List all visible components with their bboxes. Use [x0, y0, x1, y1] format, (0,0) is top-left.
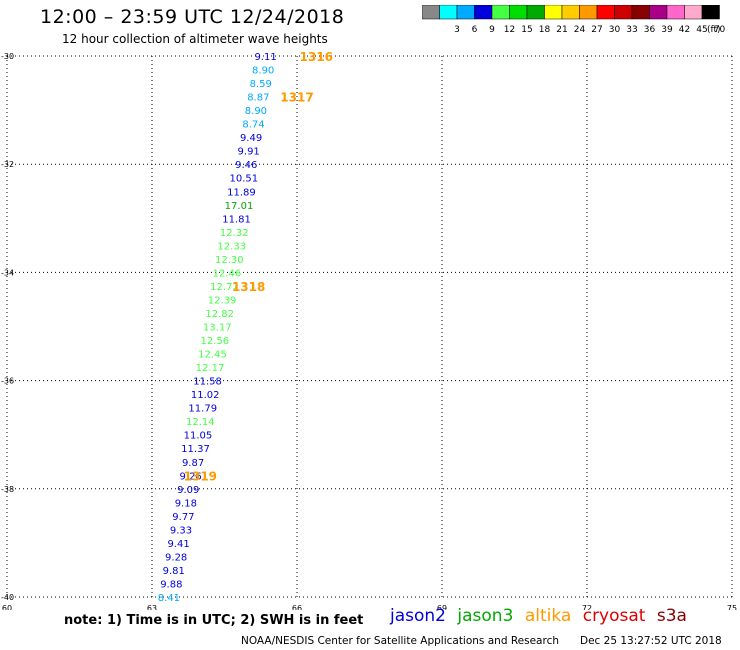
y-tick-label: -32: [1, 160, 14, 169]
legend-altika: altika: [524, 606, 572, 626]
scale-swatch: [701, 5, 720, 20]
swh-data-label: 9.91: [238, 147, 260, 158]
note-text: note: 1) Time is in UTC; 2) SWH is in fe…: [64, 613, 364, 628]
swh-data-label: 12.14: [186, 417, 215, 428]
y-tick-label: -40: [1, 593, 14, 602]
swh-data-label: 11.89: [227, 187, 256, 198]
x-tick-label: 63: [147, 604, 157, 610]
wave-height-plot: 60 63 66 69 72 75 -30 -32 -34 -36 -38 -40 9.11 8.90 8.…: [1, 50, 737, 610]
swh-data-label: 11.05: [184, 431, 213, 442]
scale-label: 27: [591, 25, 602, 35]
swh-data-label: 8.90: [245, 106, 267, 117]
swh-data-label: 9.26: [180, 471, 202, 482]
orbit-number-label: 1319: [184, 469, 217, 483]
x-tick-label: 75: [727, 604, 737, 610]
orbit-number-label: 1318: [232, 280, 265, 294]
color-scale-bar: 3 6 9 12 15 18 21 24 27 30 33 36 39 42 45 70(ft): [422, 5, 726, 35]
swh-data-label: 11.81: [222, 214, 251, 225]
satellite-legend: jason2 jason3 altika cryosat s3a: [390, 606, 693, 626]
scale-label: 30: [609, 25, 621, 35]
scale-label: 15: [521, 25, 532, 35]
x-tick-label: 66: [292, 604, 302, 610]
swh-data-label: 12.72: [210, 282, 239, 293]
orbit-number-label: 1317: [280, 91, 313, 105]
swh-data-label: 9.18: [175, 498, 197, 509]
swh-data-label: 9.49: [240, 133, 262, 144]
swh-data-label: 11.79: [188, 404, 217, 415]
swh-data-label: 12.30: [215, 255, 244, 266]
scale-label: 12: [504, 25, 515, 35]
swh-data-label: 12.32: [220, 228, 249, 239]
swh-data-label: 9.46: [235, 160, 257, 171]
swh-data-label: 11.37: [181, 444, 210, 455]
chart-subtitle: 12 hour collection of altimeter wave hei…: [62, 32, 328, 46]
swh-data-label: 9.81: [163, 566, 185, 577]
swh-data-label: 8.59: [250, 79, 272, 90]
swh-data-label: 10.51: [230, 174, 259, 185]
swh-data-label: 11.02: [191, 390, 220, 401]
swh-data-label: 9.88: [160, 579, 182, 590]
swh-data-label: 12.82: [205, 309, 234, 320]
swh-data-label: 11.58: [193, 377, 222, 388]
scale-label: 33: [626, 25, 637, 35]
swh-data-label: 17.01: [225, 201, 254, 212]
scale-label: 70: [714, 25, 726, 35]
scale-label: 24: [574, 25, 586, 35]
scale-label: 45: [696, 25, 707, 35]
legend-jason2: jason2: [390, 606, 446, 626]
swh-data-label: 9.11: [254, 52, 276, 63]
swh-data-label: 8.74: [242, 120, 264, 131]
chart-title: 12:00 – 23:59 UTC 12/24/2018: [40, 6, 345, 28]
swh-data-label: 9.09: [177, 485, 199, 496]
scale-label: 6: [472, 25, 478, 35]
legend-cryosat: cryosat: [582, 606, 646, 626]
scale-unit: (ft): [707, 25, 721, 35]
scale-label: 21: [556, 25, 567, 35]
swh-data-label: 9.28: [165, 552, 187, 563]
y-tick-label: -34: [1, 268, 14, 277]
swh-data-label: 12.56: [201, 336, 230, 347]
swh-data-label: 12.45: [198, 350, 227, 361]
legend-jason3: jason3: [457, 606, 514, 626]
scale-label: 36: [644, 25, 656, 35]
swh-data-label: 9.33: [170, 525, 192, 536]
swh-data-label: 8.90: [252, 66, 274, 77]
orbit-number-label: 1316: [300, 50, 333, 64]
scale-label: 18: [539, 25, 551, 35]
swh-data-label: 12.46: [213, 268, 242, 279]
swh-data-label: 12.33: [217, 241, 246, 252]
swh-data-label: 9.41: [167, 539, 189, 550]
legend-s3a: s3a: [656, 606, 687, 626]
x-tick-label: 69: [437, 604, 447, 610]
scale-label: 9: [489, 25, 495, 35]
scale-label: 3: [454, 25, 460, 35]
swh-data-label: 13.17: [203, 323, 232, 334]
scale-label: 39: [661, 25, 673, 35]
swh-data-label: 8.87: [247, 93, 269, 104]
swh-data-label: 9.77: [172, 512, 194, 523]
scale-label: 42: [679, 25, 690, 35]
swh-data-label: 12.17: [196, 363, 225, 374]
x-tick-label: 72: [582, 604, 592, 610]
x-tick-label: 60: [2, 604, 12, 610]
swh-data-label: 8.41: [158, 593, 180, 604]
y-tick-label: -36: [1, 377, 14, 386]
swh-data-label: 9.87: [182, 458, 204, 469]
timestamp-text: Dec 25 13:27:52 UTC 2018: [580, 635, 722, 647]
y-tick-label: -30: [1, 52, 14, 61]
y-tick-label: -38: [1, 485, 14, 494]
swh-data-label: 12.39: [208, 295, 237, 306]
credit-text: NOAA/NESDIS Center for Satellite Applica…: [241, 635, 559, 647]
